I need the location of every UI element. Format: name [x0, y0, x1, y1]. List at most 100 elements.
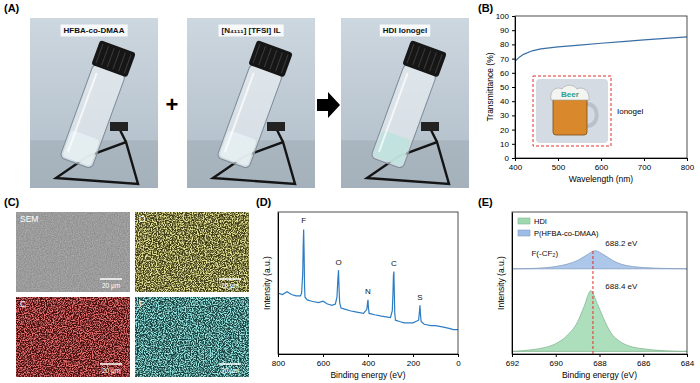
x-tick-mark — [601, 158, 602, 161]
stand-clamp — [267, 122, 285, 131]
y-tick: 60 — [500, 69, 515, 78]
y-axis — [278, 213, 279, 355]
y-axis-line — [278, 213, 279, 355]
y-tick-mark — [512, 73, 515, 74]
panel-label: (A) — [4, 2, 20, 14]
plot-frame — [278, 212, 458, 354]
x-tick-label: 690 — [550, 359, 564, 368]
mug-body — [553, 97, 587, 135]
x-tick-label: 200 — [407, 359, 421, 368]
plot-area — [515, 37, 687, 62]
photo-label-background — [380, 25, 430, 37]
inset-sign: Beer — [561, 90, 579, 99]
y-tick: 90 — [500, 26, 515, 35]
x-tick-mark — [458, 354, 459, 357]
scale-bar-label: 20 μm — [102, 282, 120, 290]
plot-area — [512, 251, 687, 354]
x-axis-title: Binding energy (eV) — [330, 370, 405, 380]
arrow — [317, 92, 340, 118]
photo-label: HFBA-co-DMAA — [64, 26, 125, 35]
photo-label-background — [61, 25, 128, 37]
cap-rib — [253, 44, 260, 63]
x-tick: 688 — [593, 354, 607, 368]
y-tick: 0 — [505, 154, 515, 163]
x-tick: 500 — [552, 158, 566, 172]
x-axis: 692 690 688 686 684 — [506, 354, 695, 368]
cap-rib — [281, 55, 288, 74]
scale-bar-label: 20 μm — [221, 282, 239, 290]
x-tick-label: 400 — [509, 163, 523, 172]
x-axis-title: Wavelength (nm) — [569, 174, 634, 184]
y-tick-mark — [512, 16, 515, 17]
map-tile: O 20 μm — [135, 212, 249, 292]
y-tick-mark — [512, 144, 515, 145]
y-tick-mark — [512, 130, 515, 131]
y-tick: 100 — [496, 12, 515, 21]
x-tick-mark — [687, 158, 688, 161]
annotation: O — [335, 258, 341, 267]
annotation: F(-CF₂) — [531, 249, 558, 258]
cap-rib — [413, 46, 420, 65]
legend-label: HDI — [534, 217, 547, 226]
x-tick: 400 — [509, 158, 523, 172]
x-tick-label: 800 — [272, 359, 286, 368]
reference-line — [592, 251, 593, 354]
x-tick-label: 692 — [506, 359, 520, 368]
vial-body — [217, 63, 283, 169]
x-tick: 690 — [550, 354, 564, 368]
x-tick: 0 — [456, 354, 461, 368]
x-tick: 800 — [681, 158, 695, 172]
scale-bar-label: 20 μm — [221, 367, 239, 375]
x-tick-label: 688 — [593, 359, 607, 368]
cap-rib — [124, 55, 131, 74]
y-tick-mark — [512, 59, 515, 60]
y-tick-mark — [512, 30, 515, 31]
cap-rib — [270, 50, 277, 69]
tile-label: SEM — [20, 214, 38, 224]
x-tick-label: 800 — [681, 163, 695, 172]
vial-glare — [379, 73, 408, 152]
y-axis: 0102030405060708090100 — [496, 12, 516, 163]
photo: HDI Ionogel — [341, 18, 469, 188]
tile-label: F — [139, 299, 144, 309]
x-tick-label: 686 — [637, 359, 651, 368]
y-tick: 10 — [500, 140, 515, 149]
scale-bar — [100, 278, 122, 280]
vial-cap — [248, 40, 293, 77]
panel-label: (D) — [256, 196, 272, 208]
y-tick: 70 — [500, 55, 515, 64]
x-tick-mark — [413, 354, 414, 357]
x-tick-label: 600 — [595, 163, 609, 172]
vial — [58, 40, 136, 170]
x-tick: 686 — [637, 354, 651, 368]
plus-sign: + — [166, 92, 179, 117]
y-tick-label: 50 — [500, 83, 509, 92]
vial-liquid — [219, 130, 257, 167]
tile-base — [16, 297, 130, 377]
inset-background — [536, 79, 608, 143]
tile-base — [135, 297, 249, 377]
x-tick-label: 684 — [681, 359, 695, 368]
y-tick-mark — [512, 101, 515, 102]
x-tick: 692 — [506, 354, 520, 368]
legend-swatch — [518, 218, 530, 224]
annotation: 688.4 eV — [605, 282, 638, 291]
x-tick-mark — [687, 354, 688, 357]
map-tile: SEM 20 μm — [16, 212, 130, 292]
legend-label: P(HFBA-co-DMAA) — [534, 229, 599, 238]
vial-liquid — [373, 130, 411, 167]
x-tick: 600 — [317, 354, 331, 368]
vial — [369, 40, 447, 170]
cap-rib — [276, 52, 283, 71]
photo-label-background — [218, 25, 283, 37]
vial — [215, 40, 293, 170]
y-tick: 20 — [500, 126, 515, 135]
y-tick: 50 — [500, 83, 515, 92]
tile-label: O — [139, 214, 146, 224]
x-axis: 400500600700800 — [509, 158, 695, 172]
x-tick-label: 0 — [456, 359, 461, 368]
y-axis-title: Transmittance (%) — [485, 52, 495, 121]
x-axis: 8006004002000 — [272, 354, 461, 368]
y-tick-label: 20 — [500, 126, 509, 135]
inset-label: Ionogel — [617, 107, 643, 116]
